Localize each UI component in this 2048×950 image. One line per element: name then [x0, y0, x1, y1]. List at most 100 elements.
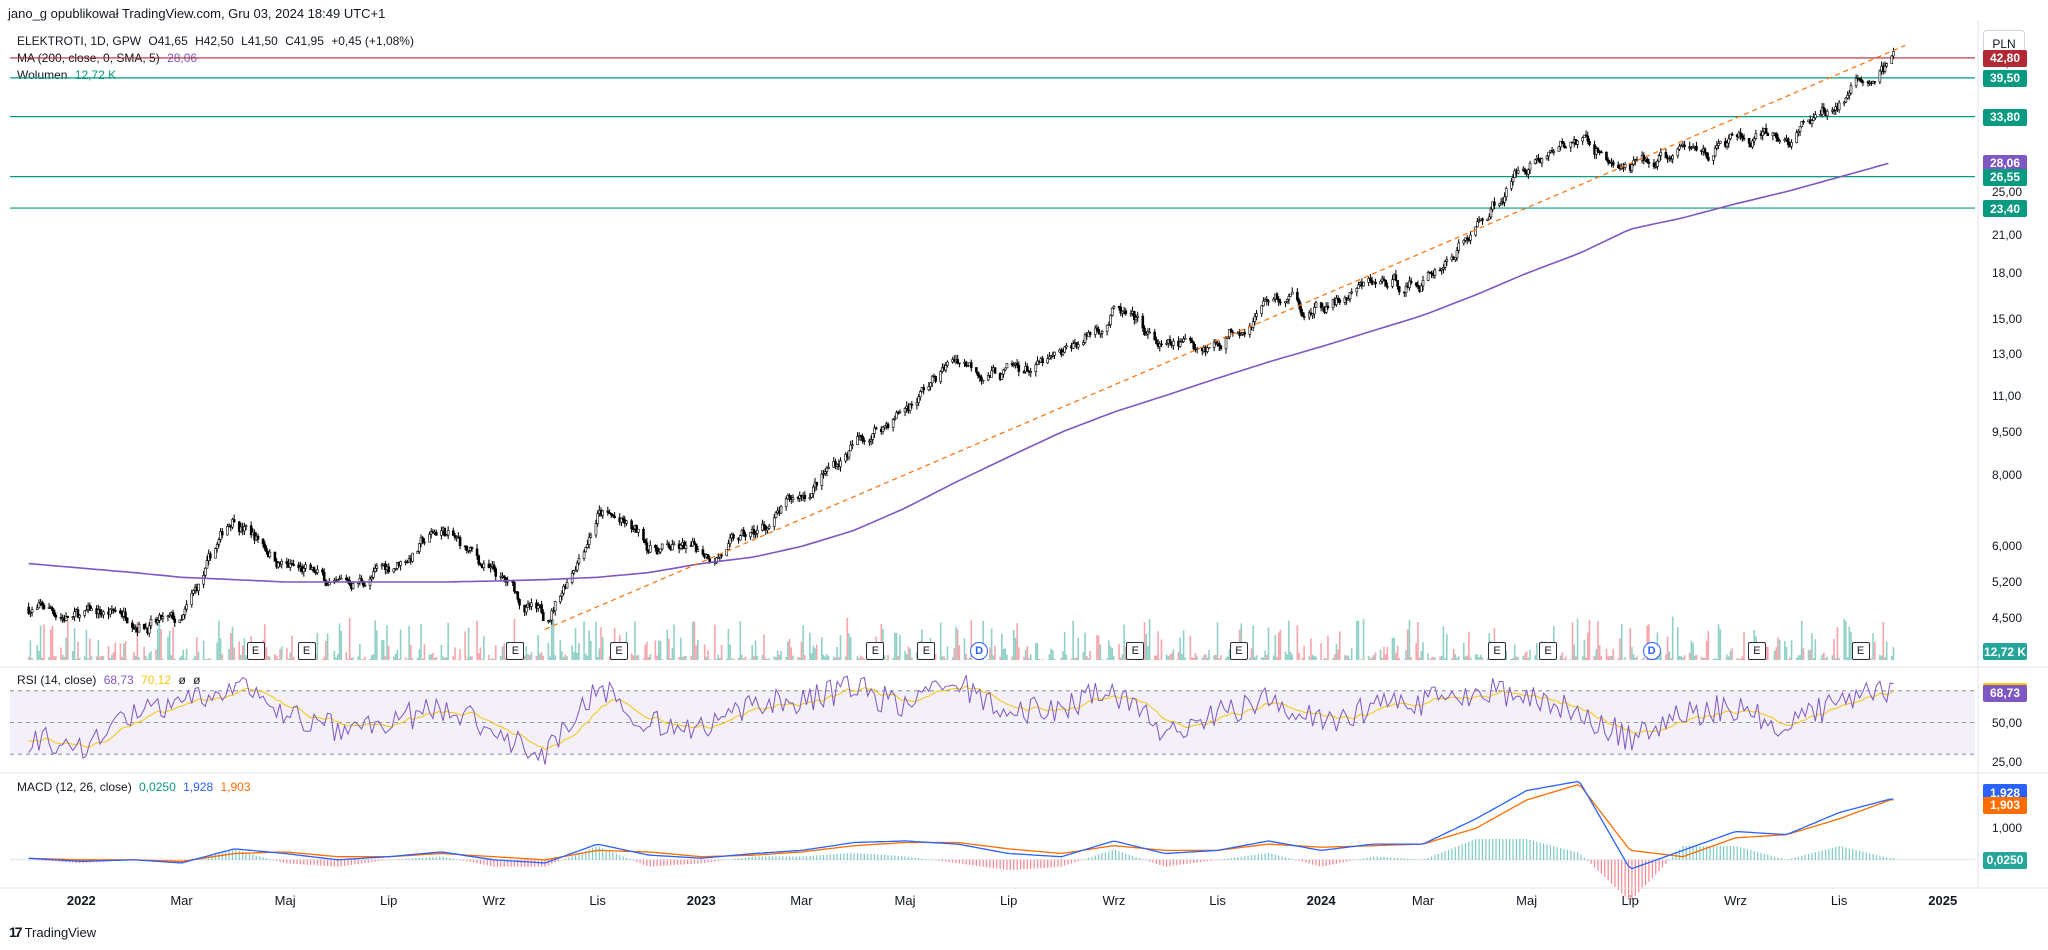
macd-legend[interactable]: MACD (12, 26, close) 0,0250 1,928 1,903	[17, 780, 251, 794]
earnings-marker[interactable]: E	[297, 642, 316, 660]
macd-hist-bar	[1672, 856, 1674, 860]
macd-hist-bar	[975, 859, 977, 866]
volume-bar	[1486, 658, 1489, 660]
candle-body	[475, 548, 479, 557]
candle-body	[530, 602, 533, 607]
volume-bar	[155, 649, 157, 660]
volume-bar	[1534, 655, 1536, 660]
candle-body	[1071, 343, 1075, 349]
volume-bar	[528, 655, 531, 660]
macd-hist-bar	[1723, 845, 1725, 860]
candle-body	[541, 612, 545, 622]
volume-bar	[1362, 618, 1365, 660]
volume-bar	[944, 659, 947, 660]
earnings-marker[interactable]: E	[917, 642, 936, 660]
macd-hist-bar	[700, 859, 702, 864]
footer-brand: TradingView	[24, 924, 97, 940]
candle-body	[125, 617, 129, 624]
candle-body	[1715, 145, 1719, 149]
candle-body	[1533, 159, 1537, 164]
change-value: +0,45 (+1,08%)	[331, 34, 414, 48]
volume-bar	[207, 658, 210, 660]
macd-hist-bar	[897, 855, 899, 860]
macd-hist-bar	[326, 859, 329, 867]
volume-bar	[156, 628, 159, 660]
macd-hist-bar	[476, 859, 478, 864]
volume-bar	[1276, 657, 1278, 660]
earnings-marker[interactable]: E	[246, 642, 265, 660]
macd-hist-bar	[989, 859, 991, 868]
volume-bar	[1466, 655, 1468, 660]
volume-bar	[776, 650, 779, 660]
volume-bar	[1118, 643, 1120, 660]
candle-body	[1832, 109, 1836, 112]
volume-bar	[1705, 640, 1708, 660]
earnings-marker[interactable]: E	[1851, 642, 1870, 660]
time-axis-label: Maj	[894, 893, 916, 908]
candle-body	[1812, 117, 1815, 121]
candle-body	[1253, 316, 1257, 322]
symbol-name[interactable]: ELEKTROTI, 1D, GPW	[17, 34, 142, 48]
volume-bar	[1765, 646, 1767, 660]
volume-bar	[1298, 652, 1300, 660]
volume-bar	[1075, 657, 1078, 660]
dividend-marker[interactable]: D	[1642, 642, 1661, 660]
volume-bar	[112, 652, 115, 660]
volume-bar	[1795, 657, 1798, 660]
candle-body	[1314, 302, 1318, 308]
candle-body	[871, 433, 875, 440]
rsi-legend[interactable]: RSI (14, close) 68,73 70,12 ø ø	[17, 673, 200, 687]
macd-hist-bar	[1281, 856, 1283, 860]
macd-hist-bar	[259, 856, 261, 860]
macd-label: MACD (12, 26, close)	[17, 780, 132, 794]
candle-body	[1659, 151, 1663, 156]
macd-hist-bar	[771, 856, 774, 860]
macd-hist-bar	[602, 848, 604, 860]
volume-bar	[1357, 621, 1360, 660]
earnings-marker[interactable]: E	[1488, 642, 1507, 660]
volume-bar	[316, 632, 319, 660]
macd-hist-bar	[364, 859, 366, 864]
candle-body	[418, 543, 421, 552]
macd-hist-bar	[1481, 839, 1484, 860]
volume-bar	[970, 620, 973, 660]
candle-body	[1141, 315, 1145, 329]
volume-bar	[398, 658, 400, 660]
macd-hist-bar	[1651, 859, 1653, 879]
earnings-marker[interactable]: E	[1126, 642, 1145, 660]
macd-hist-bar	[493, 859, 495, 867]
candle-body	[477, 555, 481, 564]
earnings-marker[interactable]: E	[610, 642, 628, 660]
volume-bar	[136, 621, 139, 660]
macd-hist-bar	[690, 859, 692, 864]
volume-bar	[1634, 657, 1637, 660]
volume-bar	[1454, 654, 1457, 660]
candle-body	[137, 623, 141, 633]
candle-body	[1866, 81, 1870, 84]
earnings-marker[interactable]: E	[866, 642, 885, 660]
macd-hist-bar	[1505, 839, 1507, 860]
volume-bar	[1289, 651, 1292, 660]
tradingview-footer[interactable]: 17 TradingView	[9, 924, 96, 940]
earnings-marker[interactable]: E	[1229, 642, 1248, 660]
volume-bar	[1023, 656, 1025, 660]
macd-hist-bar	[1033, 859, 1035, 869]
volume-bar	[148, 653, 151, 660]
macd-hist-bar	[710, 859, 713, 862]
macd-hist-bar	[1464, 843, 1467, 860]
earnings-marker[interactable]: E	[1747, 642, 1766, 660]
volume-bar	[1884, 657, 1886, 660]
macd-hist-bar	[1892, 858, 1895, 860]
volume-bar	[1109, 646, 1112, 660]
dividend-marker[interactable]: D	[970, 642, 989, 660]
earnings-marker[interactable]: E	[506, 642, 525, 660]
volume-bar	[989, 647, 991, 660]
earnings-marker[interactable]: E	[1539, 642, 1557, 660]
macd-hist-bar	[1261, 853, 1263, 860]
volume-bar	[202, 640, 205, 660]
candle-body	[42, 604, 46, 610]
volume-bar	[968, 657, 971, 660]
volume-legend[interactable]: Wolumen 12,72 K	[17, 68, 116, 82]
macd-hist-bar	[1267, 852, 1270, 860]
